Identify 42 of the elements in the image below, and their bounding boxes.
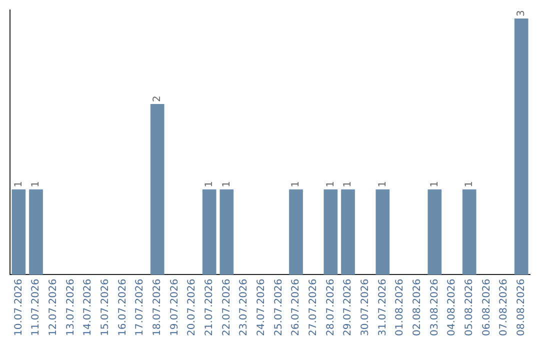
x-tick-label: 21.07.2026 [204,278,215,336]
x-tick-label: 12.07.2026 [48,278,59,336]
x-tick-label: 07.08.2026 [498,278,510,336]
x-tick-label: 26.07.2026 [290,278,302,336]
x-tick-label: 05.08.2026 [464,278,475,336]
x-tick-label: 03.08.2026 [429,278,440,336]
data-label: 1 [30,180,42,188]
x-tick-label: 13.07.2026 [65,278,76,336]
x-tick-label: 23.07.2026 [238,278,250,336]
data-label: 1 [13,180,24,188]
x-tick-label: 27.07.2026 [308,278,319,336]
data-label: 3 [516,10,527,17]
x-tick-label: 19.07.2026 [169,278,180,336]
x-tick-label: 16.07.2026 [117,278,128,336]
x-tick-label: 17.07.2026 [134,278,146,336]
x-tick-label: 15.07.2026 [100,278,111,336]
data-label: 1 [342,180,354,188]
x-tick-label: 20.07.2026 [186,278,198,336]
x-tick-label: 04.08.2026 [446,278,458,336]
x-tick-label: 11.07.2026 [30,278,42,336]
x-tick-label: 01.08.2026 [394,278,406,336]
x-tick-label: 10.07.2026 [13,278,24,336]
x-tick-label: 02.08.2026 [412,278,423,336]
data-label: 2 [152,96,163,102]
data-label: 1 [204,180,215,188]
x-tick-label: 30.07.2026 [360,278,371,336]
data-label: 1 [290,180,302,188]
data-label: 1 [377,180,388,188]
data-label: 1 [221,180,232,188]
x-tick-label: 18.07.2026 [152,278,163,336]
data-label: 1 [464,180,475,188]
x-tick-label: 28.07.2026 [325,278,336,336]
x-tick-label: 22.07.2026 [221,278,232,336]
x-tick-label: 24.07.2026 [256,278,267,336]
x-tick-label: 29.07.2026 [342,278,354,336]
data-label: 1 [429,180,440,188]
x-tick-label: 31.07.2026 [377,278,388,336]
x-tick-label: 25.07.2026 [273,278,284,336]
x-tick-label: 08.08.2026 [516,278,527,336]
x-tick-label: 14.07.2026 [82,278,94,336]
data-label: 1 [325,180,336,188]
x-tick-label: 06.08.2026 [481,278,492,336]
